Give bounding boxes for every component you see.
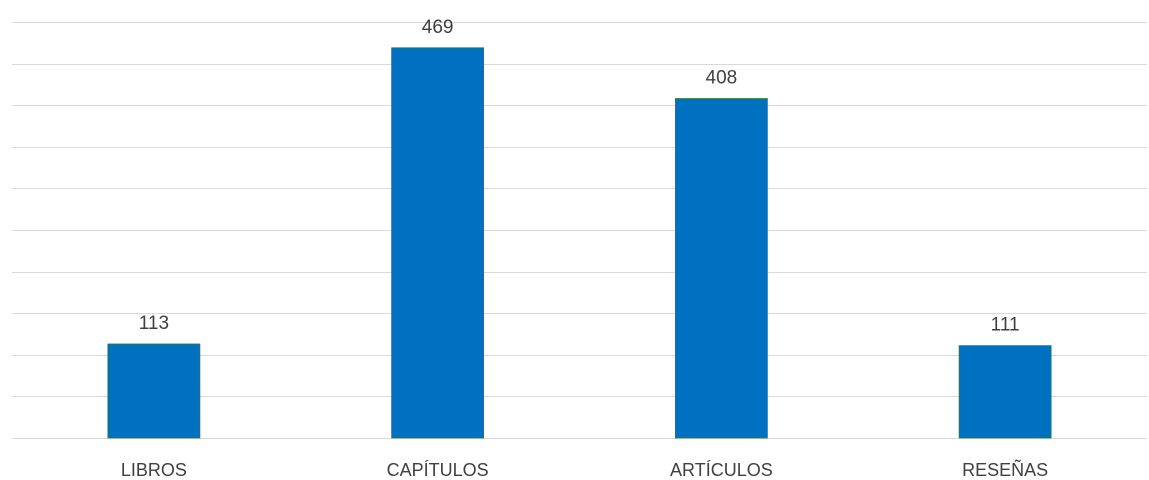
x-tick-label-0: LIBROS (121, 460, 187, 480)
x-axis-tick-labels: LIBROS CAPÍTULOS ARTÍCULOS RESEÑAS (121, 459, 1048, 480)
x-tick-label-1: CAPÍTULOS (387, 460, 489, 480)
data-label-2: 408 (706, 68, 738, 89)
bar-0 (107, 343, 201, 439)
bar-3 (958, 345, 1052, 439)
bar-2 (674, 98, 768, 439)
x-tick-label-3: RESEÑAS (962, 459, 1048, 480)
data-label-1: 469 (422, 17, 454, 38)
x-tick-label-2: ARTÍCULOS (670, 460, 773, 480)
data-label-3: 111 (991, 315, 1020, 336)
gridlines (12, 22, 1147, 439)
data-label-0: 113 (139, 313, 169, 334)
data-labels: 113 469 408 111 (139, 17, 1020, 336)
bars (107, 47, 1052, 439)
bar-1 (391, 47, 485, 439)
